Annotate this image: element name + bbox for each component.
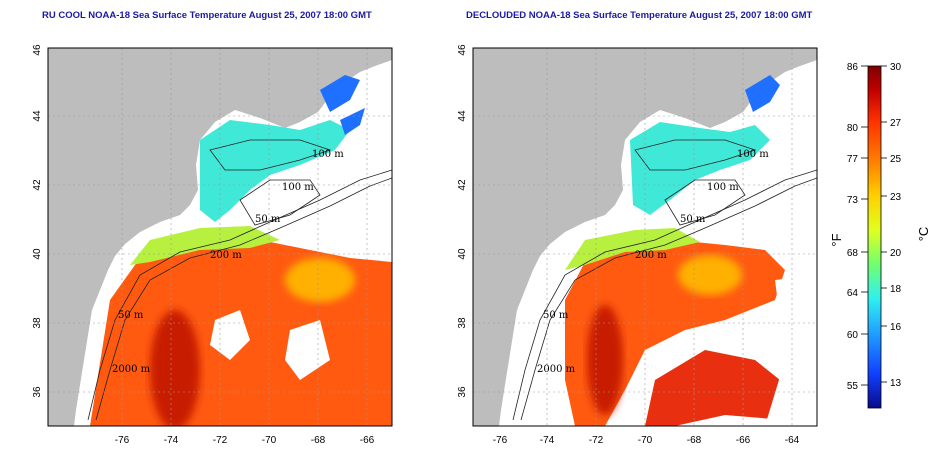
gulf-stream-core (587, 305, 623, 415)
contour-label: 100 m (707, 182, 739, 193)
gulf-stream-core (150, 310, 200, 426)
cloud-mask (260, 165, 392, 240)
bathymetry-contour (664, 179, 746, 226)
contour-label: 100 m (282, 182, 314, 193)
land-mass (48, 48, 392, 426)
contour-label: 50 m (543, 310, 569, 321)
bathymetry-contour (512, 169, 817, 421)
lat-tick-label: 36 (32, 386, 43, 398)
cool-sst-region (200, 120, 350, 222)
lat-tick-label: 38 (457, 317, 468, 329)
lon-tick-label: -72 (213, 435, 228, 446)
left-sst-map: 100 m 100 m 50 m 200 m 50 m 2000 m -76 -… (32, 44, 393, 446)
lon-tick-label: -74 (540, 435, 555, 446)
land-mass (473, 48, 817, 426)
lon-tick-label: -64 (785, 435, 800, 446)
right-sst-map: 100 m 100 m 50 m 200 m 50 m 2000 m -76 -… (457, 44, 818, 446)
fahrenheit-tick: 64 (847, 288, 859, 299)
fahrenheit-tick: 68 (847, 248, 859, 259)
lon-tick-label: -66 (360, 435, 375, 446)
lon-tick-label: -70 (638, 435, 653, 446)
lat-tick-label: 40 (32, 248, 43, 260)
colorbar-gradient (867, 65, 882, 409)
warm-filament (645, 350, 805, 426)
lat-tick-label: 46 (457, 44, 468, 56)
celsius-tick: 30 (890, 62, 902, 73)
temperature-colorbar: 86 80 77 73 68 64 60 55 30 27 25 23 20 1… (829, 62, 931, 409)
lat-tick-label: 44 (457, 110, 468, 122)
contour-label: 200 m (210, 250, 242, 261)
cloud-patch (210, 310, 330, 380)
mid-sst-region (565, 228, 700, 270)
celsius-tick: 27 (890, 118, 902, 129)
bathymetry-contour (209, 139, 332, 171)
lon-tick-label: -72 (589, 435, 604, 446)
celsius-unit-label: °C (916, 227, 931, 242)
warm-eddy (678, 255, 742, 295)
left-map-title: RU COOL NOAA-18 Sea Surface Temperature … (42, 10, 372, 21)
lon-tick-label: -68 (687, 435, 702, 446)
lat-tick-label: 44 (32, 110, 43, 122)
celsius-tick: 18 (890, 284, 902, 295)
lon-tick-label: -74 (164, 435, 179, 446)
celsius-tick: 23 (890, 192, 902, 203)
bathymetry-contour (95, 177, 392, 421)
fahrenheit-tick: 73 (847, 195, 859, 206)
contour-label: 50 m (118, 310, 144, 321)
cold-sst-region (320, 75, 365, 135)
fahrenheit-tick: 60 (847, 330, 859, 341)
lon-tick-label: -66 (736, 435, 751, 446)
lat-tick-label: 38 (32, 317, 43, 329)
celsius-tick: 16 (890, 322, 902, 333)
fahrenheit-tick: 86 (847, 62, 859, 73)
bathymetry-contour (520, 177, 817, 421)
fahrenheit-unit-label: °F (829, 233, 844, 246)
bathymetry-contour (87, 169, 392, 421)
left-map-frame: 100 m 100 m 50 m 200 m 50 m 2000 m (47, 47, 393, 427)
lat-tick-label: 40 (457, 248, 468, 260)
bathymetry-contour (634, 139, 757, 171)
contour-label: 50 m (255, 214, 281, 225)
contour-label: 100 m (737, 149, 769, 160)
contour-label: 2000 m (537, 364, 576, 375)
contour-label: 100 m (312, 149, 344, 160)
right-map-title: DECLOUDED NOAA-18 Sea Surface Temperatur… (466, 10, 813, 21)
lon-tick-label: -76 (493, 435, 508, 446)
right-map-frame: 100 m 100 m 50 m 200 m 50 m 2000 m (472, 47, 818, 427)
lat-tick-label: 36 (457, 386, 468, 398)
warm-eddy (285, 258, 355, 302)
lon-tick-label: -70 (262, 435, 277, 446)
contour-label: 2000 m (112, 364, 151, 375)
fahrenheit-tick: 77 (847, 154, 859, 165)
contour-label: 50 m (680, 214, 706, 225)
lat-tick-label: 42 (457, 179, 468, 191)
celsius-tick: 13 (890, 378, 902, 389)
fahrenheit-tick: 55 (847, 381, 859, 392)
celsius-tick: 20 (890, 248, 902, 259)
contour-label: 200 m (635, 250, 667, 261)
cold-sst-region (745, 75, 780, 112)
lat-tick-label: 42 (32, 179, 43, 191)
lon-tick-label: -68 (311, 435, 326, 446)
cloud-mask (680, 168, 817, 426)
fahrenheit-tick: 80 (847, 123, 859, 134)
mid-sst-region (130, 226, 280, 265)
lon-tick-label: -76 (115, 435, 130, 446)
celsius-tick: 25 (890, 154, 902, 165)
cool-sst-region (630, 122, 770, 215)
bathymetry-contour (239, 179, 321, 226)
lat-tick-label: 46 (32, 44, 43, 56)
